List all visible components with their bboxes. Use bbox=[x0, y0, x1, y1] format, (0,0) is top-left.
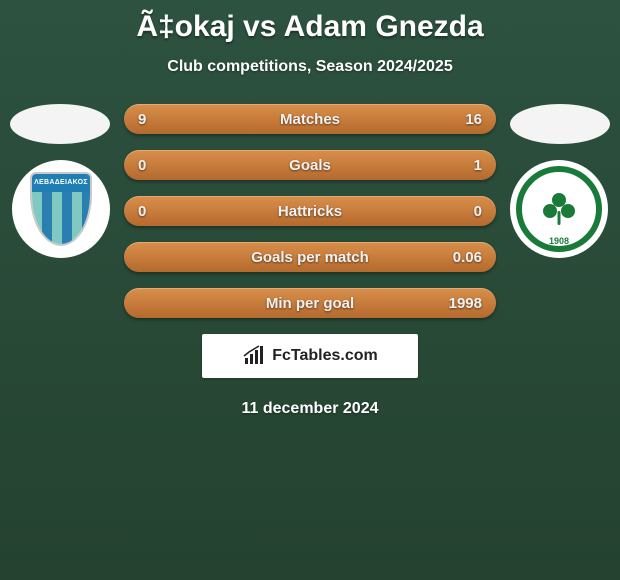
stat-value-left: 9 bbox=[138, 104, 146, 134]
page-title: Ã‡okaj vs Adam Gnezda bbox=[0, 0, 620, 44]
crest-right-year: 1908 bbox=[510, 236, 608, 246]
comparison-bars: 9 Matches 16 0 Goals 1 0 Hattricks 0 Goa… bbox=[124, 104, 496, 318]
chart-icon bbox=[242, 344, 266, 368]
stat-label: Min per goal bbox=[266, 295, 354, 312]
club-crest-right: 1908 bbox=[510, 160, 608, 258]
stat-row: Goals per match 0.06 bbox=[124, 242, 496, 272]
date-stamp: 11 december 2024 bbox=[0, 400, 620, 418]
stat-value-left: 0 bbox=[138, 196, 146, 226]
stat-label: Goals per match bbox=[251, 249, 369, 266]
player-avatar-left bbox=[10, 104, 110, 144]
subtitle: Club competitions, Season 2024/2025 bbox=[0, 58, 620, 76]
stat-label: Matches bbox=[280, 111, 340, 128]
brand-box: FcTables.com bbox=[202, 334, 418, 378]
clover-icon bbox=[539, 189, 579, 229]
stat-row: 9 Matches 16 bbox=[124, 104, 496, 134]
stat-value-right: 1998 bbox=[449, 288, 482, 318]
stat-row: 0 Goals 1 bbox=[124, 150, 496, 180]
stat-row: 0 Hattricks 0 bbox=[124, 196, 496, 226]
stat-label: Hattricks bbox=[278, 203, 342, 220]
club-crest-left: ΛΕΒΑΔΕΙΑΚΟΣ bbox=[12, 160, 110, 258]
player-avatar-right bbox=[510, 104, 610, 144]
stat-label: Goals bbox=[289, 157, 331, 174]
comparison-layout: ΛΕΒΑΔΕΙΑΚΟΣ 1908 9 Matches 16 0 bbox=[0, 104, 620, 418]
stat-value-right: 0.06 bbox=[453, 242, 482, 272]
brand-text: FcTables.com bbox=[272, 347, 378, 365]
stat-value-right: 0 bbox=[474, 196, 482, 226]
crest-left-band: ΛΕΒΑΔΕΙΑΚΟΣ bbox=[32, 174, 90, 192]
stat-row: Min per goal 1998 bbox=[124, 288, 496, 318]
stat-value-right: 1 bbox=[474, 150, 482, 180]
stat-value-right: 16 bbox=[465, 104, 482, 134]
stat-value-left: 0 bbox=[138, 150, 146, 180]
